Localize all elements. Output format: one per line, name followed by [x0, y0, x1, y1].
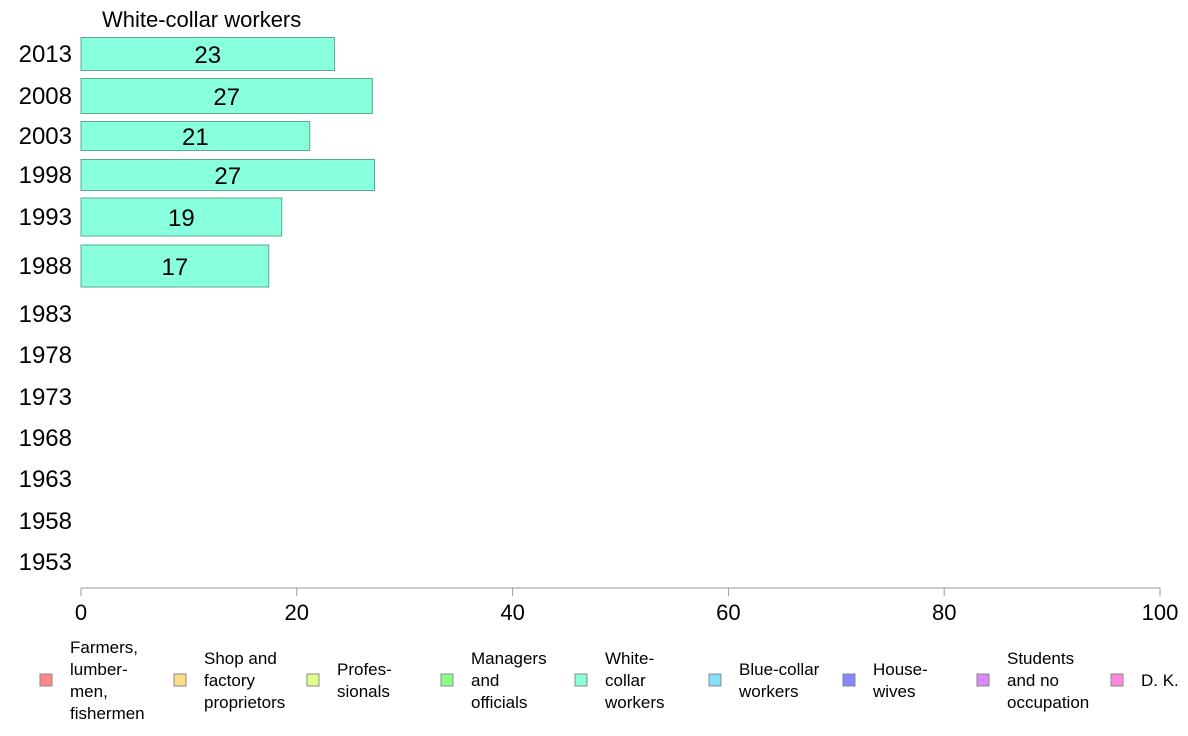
legend-label: lumber-	[70, 660, 128, 679]
bar	[80, 78, 373, 114]
year-labels: 2013 2008 2003 1998 1993 1988 1983 1978 1973 1968…	[19, 41, 72, 576]
year-label: 1988	[19, 253, 72, 280]
legend-label: collar	[605, 671, 646, 690]
x-tick-label: 100	[1142, 600, 1179, 625]
legend-label: House-	[873, 660, 928, 679]
legend-label: D. K.	[1141, 671, 1179, 690]
legend-swatch	[440, 673, 454, 687]
x-axis: 0 20 40 60 80 100	[75, 587, 1179, 625]
legend-swatch	[976, 673, 990, 687]
legend-label: workers	[738, 682, 799, 701]
legend-label: fishermen	[70, 704, 145, 723]
bar-value-label: 17	[162, 254, 189, 281]
year-label: 1998	[19, 162, 72, 189]
legend-label: officials	[471, 693, 527, 712]
legend-label: White-	[605, 649, 654, 668]
year-label: 1953	[19, 549, 72, 576]
bar-value-label: 27	[214, 163, 241, 190]
legend-swatch	[39, 673, 53, 687]
legend-label: sionals	[337, 682, 390, 701]
legend-swatch	[306, 673, 320, 687]
year-label: 2013	[19, 41, 72, 68]
legend-swatch	[842, 673, 856, 687]
year-label: 1993	[19, 204, 72, 231]
year-label: 2008	[19, 83, 72, 110]
year-label: 1983	[19, 301, 72, 328]
legend-swatch	[574, 673, 588, 687]
legend-label: proprietors	[204, 693, 285, 712]
bar	[80, 159, 375, 191]
year-label: 1958	[19, 508, 72, 535]
year-label: 1968	[19, 425, 72, 452]
legend-label: and no	[1007, 671, 1059, 690]
legend-label: factory	[204, 671, 256, 690]
x-tick-label: 60	[716, 600, 740, 625]
x-tick-label: 0	[75, 600, 87, 625]
year-label: 1973	[19, 384, 72, 411]
legend-swatch	[1110, 673, 1124, 687]
legend-label: Managers	[471, 649, 547, 668]
legend-label: Students	[1007, 649, 1074, 668]
bar-value-label: 27	[213, 84, 240, 111]
legend-label: occupation	[1007, 693, 1089, 712]
legend-label: and	[471, 671, 499, 690]
legend-label: Shop and	[204, 649, 277, 668]
x-tick-label: 40	[500, 600, 524, 625]
bar	[80, 197, 283, 237]
legend-label: Farmers,	[70, 638, 138, 657]
legend-label: Blue-collar	[739, 660, 820, 679]
bar	[80, 244, 270, 288]
legend-swatch	[173, 673, 187, 687]
year-label: 1978	[19, 342, 72, 369]
legend-label: men,	[70, 682, 108, 701]
x-tick-label: 20	[285, 600, 309, 625]
x-tick-label: 80	[932, 600, 956, 625]
bar	[80, 37, 336, 71]
bar-value-label: 23	[194, 42, 221, 69]
legend-label: workers	[604, 693, 665, 712]
legend-label: Profes-	[337, 660, 392, 679]
year-label: 1963	[19, 466, 72, 493]
bar	[80, 121, 311, 151]
legend: Farmers, lumber-men, fishermen Shop and fact…	[39, 638, 1179, 723]
legend-label: wives	[872, 682, 916, 701]
bar-value-label: 19	[168, 205, 195, 232]
chart-title: White-collar workers	[102, 7, 301, 32]
bar-value-label: 21	[182, 124, 209, 151]
year-label: 2003	[19, 123, 72, 150]
legend-swatch	[708, 673, 722, 687]
